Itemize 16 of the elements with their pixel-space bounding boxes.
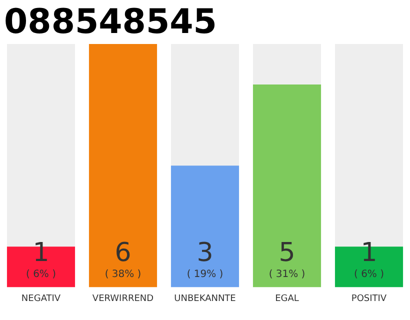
- x-tick-label: EGAL: [275, 294, 299, 304]
- data-label: 5: [278, 238, 296, 268]
- x-tick-label: UNBEKANNTE: [174, 294, 236, 304]
- annotation: ( 38% ): [104, 269, 142, 280]
- annotation: ( 6% ): [354, 269, 384, 280]
- data-label: 1: [32, 238, 50, 268]
- data-label: 6: [114, 238, 132, 268]
- x-tick-label: NEGATIV: [21, 294, 62, 304]
- x-tick-label: POSITIV: [351, 294, 388, 304]
- chart-title: 088548545: [3, 1, 218, 44]
- data-label: 1: [360, 238, 378, 268]
- data-label: 3: [196, 238, 214, 268]
- annotation: ( 19% ): [186, 269, 224, 280]
- annotation: ( 6% ): [26, 269, 56, 280]
- annotation: ( 31% ): [268, 269, 306, 280]
- x-tick-label: VERWIRREND: [92, 294, 154, 304]
